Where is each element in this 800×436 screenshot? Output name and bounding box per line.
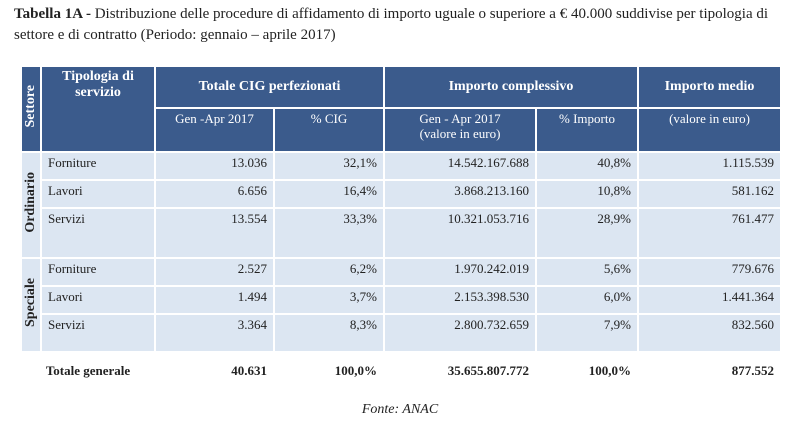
cell: 33,3% [273, 207, 385, 259]
header-text: Settore [23, 85, 38, 128]
row: Lavori 6.656 16,4% 3.868.213.160 10,8% 581.16… [21, 179, 782, 209]
cell: 3,7% [273, 285, 385, 315]
total-row: Totale generale 40.631 100,0% 35.655.807… [20, 351, 782, 391]
header-cell: Importo medio [637, 65, 782, 109]
cell: Servizi [40, 313, 156, 353]
table: Settore Tipologia di servizio Totale CIG… [20, 65, 782, 391]
cell: 5,6% [535, 257, 639, 287]
header-row: Settore Tipologia di servizio Totale CIG… [20, 65, 782, 153]
group-label: Ordinario [23, 172, 38, 233]
cell: 3.868.213.160 [383, 179, 537, 209]
cell: Forniture [40, 151, 156, 181]
source: Fonte: ANAC [361, 402, 439, 417]
cell: 6,0% [535, 285, 639, 315]
cell: 8,3% [273, 313, 385, 353]
cell: Servizi [40, 207, 156, 259]
header-cell: Totale CIG perfezionati [154, 65, 385, 109]
row: Lavori 1.494 3,7% 2.153.398.530 6,0% 1.441.36… [21, 285, 782, 315]
cell: 2.153.398.530 [383, 285, 537, 315]
header-text: Gen - Apr 2017 [419, 111, 501, 126]
cell: 16,4% [273, 179, 385, 209]
cell: 3.364 [154, 313, 275, 353]
cell: 6.656 [154, 179, 275, 209]
title-text: Distribuzione delle procedure di affidam… [14, 6, 769, 43]
row: Servizi 3.364 8,3% 2.800.732.659 7,9% 832.560 [21, 313, 782, 353]
title-label: Tabella 1A - [14, 6, 91, 22]
header-cell: % CIG [273, 107, 385, 153]
cell: 832.560 [637, 313, 782, 353]
cell: 761.477 [637, 207, 782, 259]
cell: 10,8% [535, 179, 639, 209]
cell: 13.036 [154, 151, 275, 181]
row: Servizi 13.554 33,3% 10.321.053.716 28,9% 761… [21, 207, 782, 259]
cell: 1.494 [154, 285, 275, 315]
group-cell: Ordinario [20, 151, 42, 259]
cell: 1.970.242.019 [383, 257, 537, 287]
row: Ordinario Forniture 13.036 32,1% 14.542.167.… [20, 151, 782, 259]
group-cell: Speciale [20, 257, 42, 353]
title: Tabella 1A - Distribuzione delle procedu… [14, 4, 786, 46]
header-text: (valore in euro) [419, 126, 501, 141]
cell: 28,9% [535, 207, 639, 259]
cell: 6,2% [273, 257, 385, 287]
cell: 13.554 [154, 207, 275, 259]
header-cell: Tipologia di servizio [40, 65, 156, 153]
header-cell: (valore in euro) [637, 107, 782, 153]
cell: 40.631 [154, 351, 275, 391]
cell: Lavori [40, 285, 156, 315]
cell: 7,9% [535, 313, 639, 353]
cell: 32,1% [273, 151, 385, 181]
cell: 1.441.364 [637, 285, 782, 315]
cell: Lavori [40, 179, 156, 209]
cell: 14.542.167.688 [383, 151, 537, 181]
cell: 2.800.732.659 [383, 313, 537, 353]
cell: 2.527 [154, 257, 275, 287]
cell: 581.162 [637, 179, 782, 209]
cell: 10.321.053.716 [383, 207, 537, 259]
cell: 100,0% [273, 351, 385, 391]
header-cell: Gen - Apr 2017 (valore in euro) [383, 107, 537, 153]
header-cell: Gen -Apr 2017 [154, 107, 275, 153]
total-label: Totale generale [20, 351, 156, 391]
cell: 1.115.539 [637, 151, 782, 181]
cell: 877.552 [637, 351, 782, 391]
group-label: Speciale [23, 278, 38, 327]
cell: 100,0% [535, 351, 639, 391]
table-body: Ordinario Forniture 13.036 32,1% 14.542.167.… [20, 151, 782, 353]
header-row: Gen -Apr 2017 % CIG Gen - Apr 2017 (valor… [21, 107, 782, 153]
header-cell: Importo complessivo [383, 65, 639, 109]
cell: 35.655.807.772 [383, 351, 537, 391]
cell: Forniture [40, 257, 156, 287]
header-cell: % Importo [535, 107, 639, 153]
header-cell: Settore [20, 65, 42, 153]
cell: 779.676 [637, 257, 782, 287]
cell: 40,8% [535, 151, 639, 181]
row: Speciale Forniture 2.527 6,2% 1.970.242.019 5… [20, 257, 782, 353]
